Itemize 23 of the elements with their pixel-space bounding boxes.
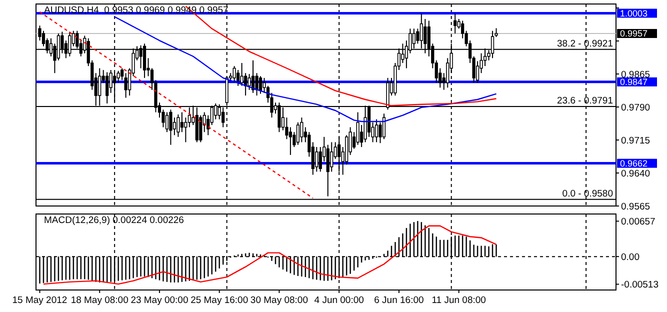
y-tick-label: 0.9565 — [621, 201, 650, 212]
y-tick-label: 0.00657 — [621, 216, 656, 228]
annotation: 0.0 - 0.9580 — [562, 188, 613, 200]
x-tick-label: 30 May 08:00 — [250, 295, 308, 306]
annotation: 38.2 - 0.9921 — [557, 38, 613, 50]
x-tick-label: 23 May 00:00 — [130, 295, 188, 306]
annotation: 23.6 - 0.9791 — [557, 96, 613, 107]
ref-line-label: 0.9847 — [620, 76, 648, 87]
x-tick-label: 25 May 16:00 — [190, 295, 248, 306]
y-tick-label: -0.00513 — [621, 280, 659, 291]
ref-line-label: 0.9957 — [620, 28, 648, 39]
x-tick-label: 6 Jun 16:00 — [374, 295, 424, 306]
y-tick-label: 0.9715 — [621, 135, 650, 146]
ref-line-label: 0.9662 — [620, 158, 648, 168]
x-tick-label: 4 Jun 00:00 — [314, 295, 364, 306]
x-tick-label: 11 Jun 08:00 — [432, 295, 486, 306]
y-tick-label: 0.00 — [621, 252, 640, 263]
y-tick-label: 0.9790 — [621, 102, 650, 114]
x-tick-label: 15 May 2012 — [12, 295, 68, 306]
chart-title: MACD(12,26,9) 0.00224 0.00226 — [44, 215, 184, 226]
y-tick-label: 0.9640 — [621, 168, 650, 180]
ref-line-label: 1.0003 — [620, 8, 648, 18]
x-tick-label: 18 May 08:00 — [70, 295, 128, 306]
